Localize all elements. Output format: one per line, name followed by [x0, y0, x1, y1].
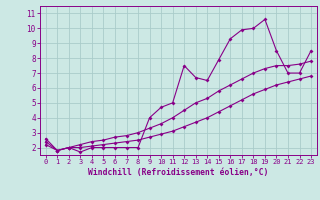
X-axis label: Windchill (Refroidissement éolien,°C): Windchill (Refroidissement éolien,°C)	[88, 168, 268, 177]
